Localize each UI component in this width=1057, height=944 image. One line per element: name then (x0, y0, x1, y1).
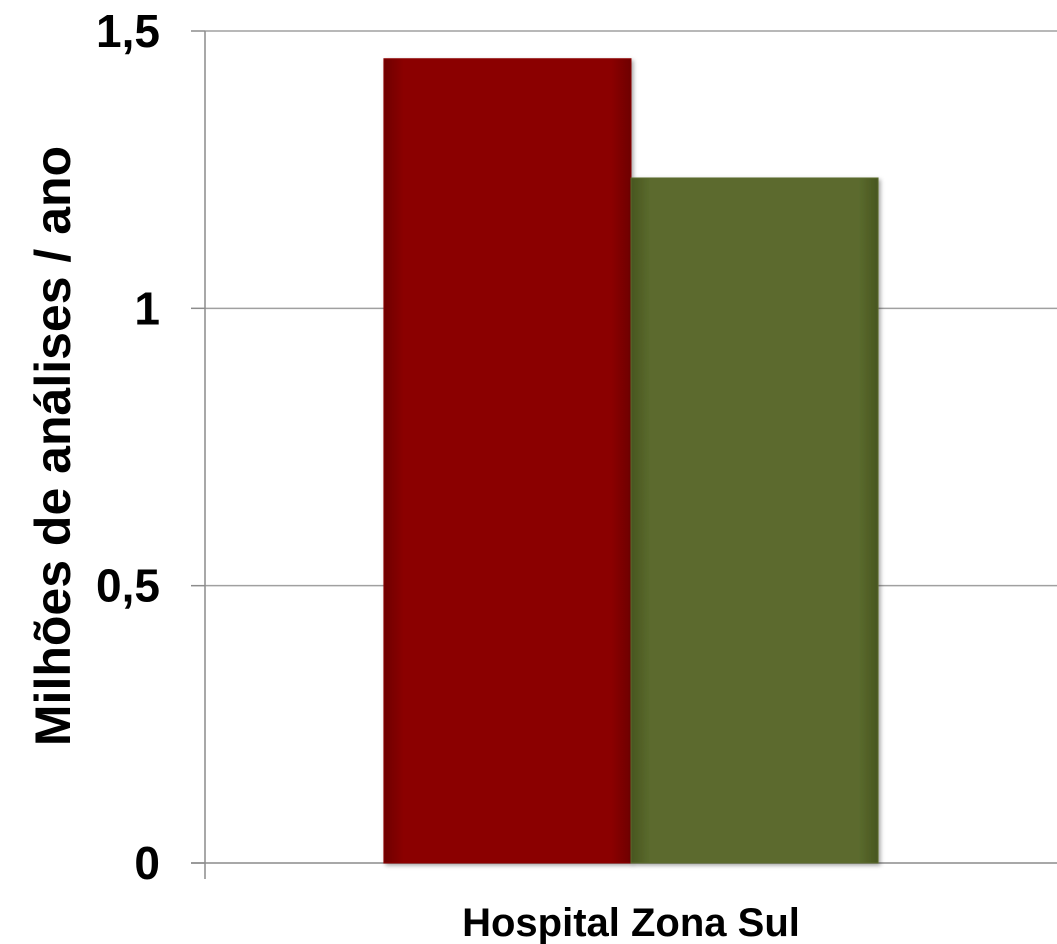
y-axis-title: Milhões de análises / ano (25, 146, 81, 746)
category-label: Hospital Zona Sul (462, 901, 800, 944)
y-tick-label: 0 (134, 837, 160, 889)
y-tick-labels: 0 0,5 1 1,5 (96, 5, 160, 889)
y-tick-label: 0,5 (96, 560, 160, 612)
bars (383, 58, 879, 864)
y-tick-label: 1,5 (96, 5, 160, 57)
category-labels: Hospital Zona Sul (462, 901, 800, 944)
bar-series-1 (383, 58, 632, 864)
bar-series-2 (630, 177, 879, 864)
y-tick-label: 1 (134, 282, 160, 334)
